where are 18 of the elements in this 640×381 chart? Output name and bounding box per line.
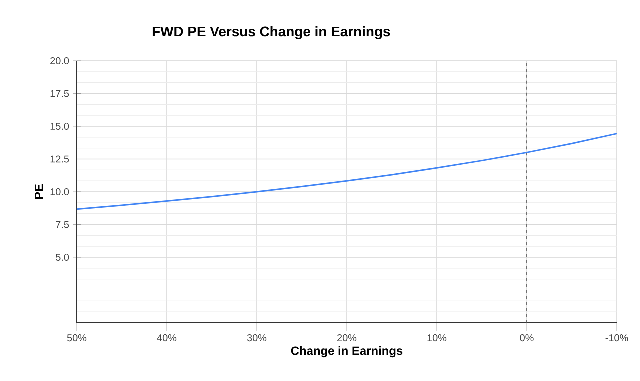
x-tick-label: 30% xyxy=(247,334,267,342)
y-tick-label: 7.5 xyxy=(56,221,70,228)
line-series xyxy=(76,133,618,210)
y-axis-title: PE xyxy=(35,184,44,200)
y-tick-label: 15.0 xyxy=(50,122,70,130)
x-axis-title: Change in Earnings xyxy=(291,346,403,358)
y-tick-label: 10.0 xyxy=(50,188,70,196)
x-tick-label: 50% xyxy=(67,334,87,342)
x-tick-label: 20% xyxy=(338,334,357,342)
x-tick-label: 0% xyxy=(520,334,534,342)
y-tick-label: 20.0 xyxy=(50,57,70,65)
x-tick-label: 10% xyxy=(428,334,447,342)
chart-title: FWD PE Versus Change in Earnings xyxy=(152,26,390,40)
y-tick-label: 17.5 xyxy=(50,90,70,98)
x-tick-label: 40% xyxy=(157,334,177,342)
y-tick-label: 5.0 xyxy=(56,254,70,262)
x-tick-label: -10% xyxy=(606,334,628,342)
y-tick-label: 12.5 xyxy=(50,156,70,163)
